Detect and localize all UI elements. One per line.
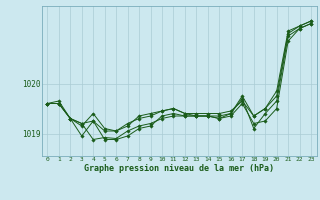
X-axis label: Graphe pression niveau de la mer (hPa): Graphe pression niveau de la mer (hPa) [84, 164, 274, 173]
